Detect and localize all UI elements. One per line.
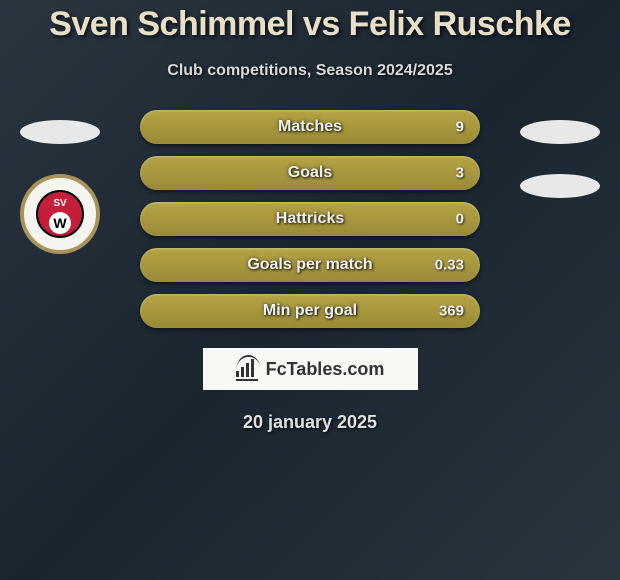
- badge-w-text: W: [49, 212, 71, 234]
- stat-label: Min per goal: [263, 302, 357, 320]
- stat-bar-hattricks: Hattricks 0: [140, 202, 480, 236]
- date-label: 20 january 2025: [0, 412, 620, 433]
- stats-area: SV W Matches 9 Goals 3 Hattricks 0: [0, 110, 620, 433]
- player-right-column: [520, 120, 600, 228]
- stat-value: 369: [439, 303, 464, 320]
- club-badge-left: SV W: [20, 174, 100, 254]
- stat-value: 0.33: [435, 257, 464, 274]
- chart-icon: [236, 359, 260, 379]
- stat-bar-goals: Goals 3: [140, 156, 480, 190]
- player-left-avatar-placeholder: [20, 120, 100, 144]
- stat-label: Goals: [288, 164, 332, 182]
- stat-label: Goals per match: [247, 256, 372, 274]
- badge-inner: SV W: [36, 190, 84, 238]
- logo-text: FcTables.com: [266, 359, 385, 380]
- player-right-avatar-placeholder: [520, 120, 600, 144]
- club-right-placeholder: [520, 174, 600, 198]
- stat-value: 9: [456, 119, 464, 136]
- stats-bars: Matches 9 Goals 3 Hattricks 0 Goals per …: [140, 110, 480, 328]
- fctables-logo[interactable]: FcTables.com: [203, 348, 418, 390]
- stat-label: Matches: [278, 118, 342, 136]
- stat-bar-min-per-goal: Min per goal 369: [140, 294, 480, 328]
- season-subtitle: Club competitions, Season 2024/2025: [0, 62, 620, 80]
- stat-bar-goals-per-match: Goals per match 0.33: [140, 248, 480, 282]
- stat-label: Hattricks: [276, 210, 344, 228]
- badge-sv-text: SV: [53, 198, 66, 209]
- stat-value: 3: [456, 165, 464, 182]
- stat-value: 0: [456, 211, 464, 228]
- comparison-title: Sven Schimmel vs Felix Ruschke: [0, 5, 620, 44]
- player-left-column: SV W: [20, 120, 100, 254]
- stat-bar-matches: Matches 9: [140, 110, 480, 144]
